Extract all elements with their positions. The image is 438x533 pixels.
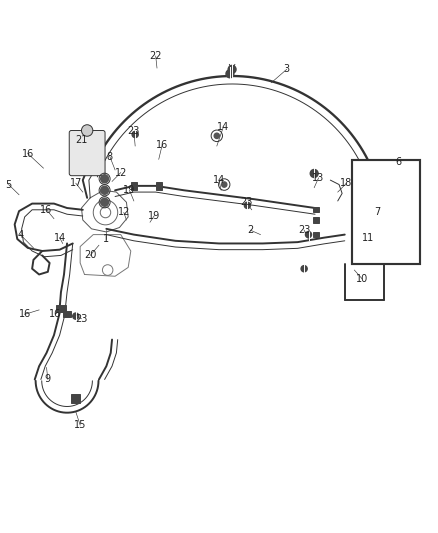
- Text: 17: 17: [70, 178, 82, 188]
- Bar: [352, 160, 420, 264]
- Circle shape: [101, 198, 109, 206]
- Circle shape: [81, 125, 93, 136]
- Bar: [313, 217, 319, 223]
- Text: 20: 20: [84, 251, 96, 261]
- Text: 4: 4: [17, 230, 23, 240]
- Text: 15: 15: [74, 420, 86, 430]
- Text: 16: 16: [156, 140, 168, 150]
- Circle shape: [73, 313, 79, 319]
- Text: 18: 18: [340, 178, 353, 188]
- Text: 12: 12: [118, 207, 130, 217]
- Circle shape: [228, 66, 236, 74]
- Text: 23: 23: [240, 197, 252, 207]
- FancyBboxPatch shape: [69, 131, 105, 176]
- Circle shape: [132, 131, 138, 138]
- Text: 8: 8: [107, 151, 113, 161]
- Text: 14: 14: [53, 233, 66, 243]
- Circle shape: [101, 175, 109, 183]
- Circle shape: [310, 169, 318, 177]
- Bar: [313, 207, 319, 213]
- Bar: [56, 305, 66, 312]
- Text: 21: 21: [75, 135, 88, 145]
- Text: 9: 9: [45, 375, 51, 384]
- Text: 16: 16: [21, 149, 34, 158]
- Circle shape: [301, 265, 307, 272]
- Bar: [155, 182, 162, 190]
- Text: 12: 12: [115, 167, 127, 177]
- Bar: [131, 182, 137, 190]
- Circle shape: [244, 202, 251, 208]
- Text: 23: 23: [127, 126, 140, 136]
- Text: 22: 22: [149, 51, 162, 61]
- Circle shape: [222, 182, 227, 187]
- Bar: [63, 311, 71, 318]
- Bar: [313, 232, 319, 237]
- Text: 14: 14: [213, 175, 225, 185]
- Text: 10: 10: [356, 274, 368, 284]
- Circle shape: [305, 231, 311, 238]
- Text: 3: 3: [284, 64, 290, 75]
- Text: 5: 5: [5, 180, 12, 190]
- Bar: [71, 394, 80, 403]
- Text: 16: 16: [49, 309, 61, 319]
- Text: 13: 13: [312, 173, 325, 183]
- Text: 1: 1: [103, 234, 110, 244]
- Text: 2: 2: [247, 225, 254, 235]
- Circle shape: [101, 187, 109, 195]
- Circle shape: [226, 70, 234, 78]
- Text: 16: 16: [40, 205, 53, 215]
- Text: 6: 6: [396, 157, 402, 167]
- Text: 16: 16: [18, 309, 31, 319]
- Text: 14: 14: [217, 122, 230, 132]
- Text: 23: 23: [75, 314, 88, 324]
- Text: 23: 23: [298, 225, 311, 235]
- Circle shape: [214, 133, 219, 139]
- Text: 19: 19: [148, 211, 160, 221]
- Text: 7: 7: [374, 207, 380, 217]
- Text: 19: 19: [124, 185, 136, 195]
- Text: 11: 11: [362, 233, 374, 243]
